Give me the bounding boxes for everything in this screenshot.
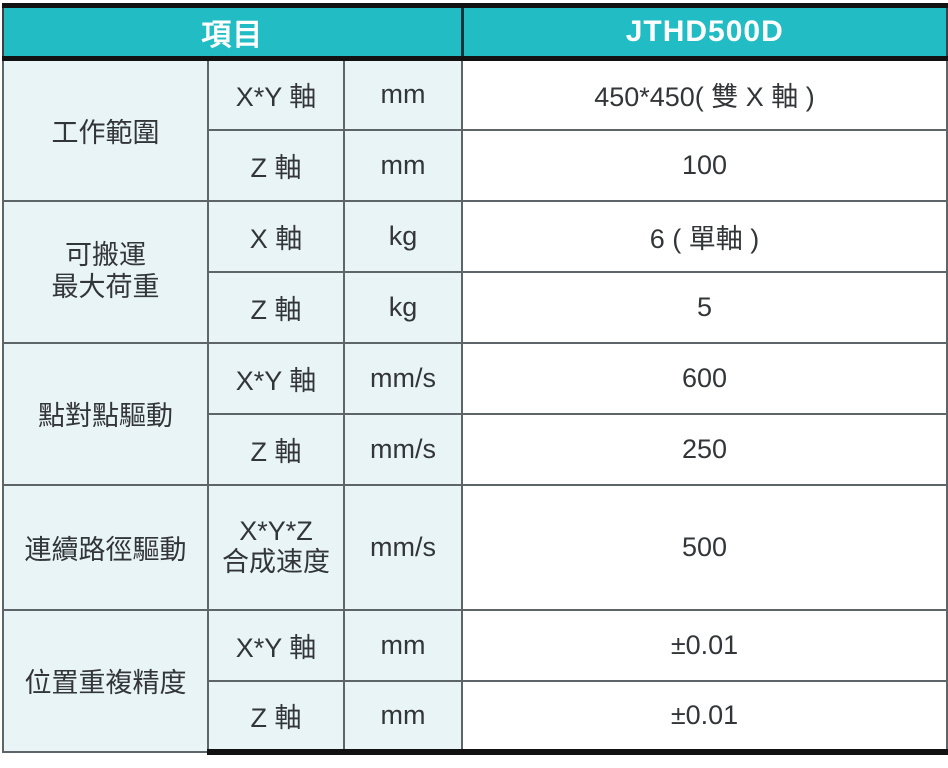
table-row: 工作範圍 X*Y 軸 mm 450*450( 雙 X 軸 ) [2, 57, 948, 202]
header-model-label: JTHD500D [460, 3, 947, 61]
group-label-repeatability: 位置重複精度 [2, 608, 209, 753]
table-row: 連續路徑驅動 X*Y*Z 合成速度 mm/s 500 [2, 483, 948, 611]
group-label-work-range: 工作範圍 [2, 57, 209, 202]
group-label-max-payload: 可搬運 最大荷重 [2, 199, 209, 344]
value-cell: ±0.01 [461, 679, 948, 755]
table-row: Z 軸 mm 100 [3, 128, 948, 202]
unit-cell: kg [343, 270, 463, 344]
table-header-row: 項目 JTHD500D [3, 3, 947, 61]
value-cell: 450*450( 雙 X 軸 ) [461, 57, 948, 131]
group-label-ptp-drive: 點對點驅動 [2, 341, 209, 486]
table-row: Z 軸 kg 5 [3, 270, 948, 344]
unit-cell: mm/s [343, 483, 463, 611]
unit-cell: mm [343, 608, 463, 682]
table-row: Z 軸 mm/s 250 [3, 412, 948, 486]
axis-cell: Z 軸 [207, 679, 345, 755]
value-cell: 600 [461, 341, 948, 415]
unit-cell: mm [343, 57, 463, 131]
value-cell: 100 [461, 128, 948, 202]
unit-cell: mm [343, 128, 463, 202]
table-row: 可搬運 最大荷重 X 軸 kg 6 ( 單軸 ) [2, 199, 948, 344]
header-item-label: 項目 [3, 3, 462, 61]
table-row: 位置重複精度 X*Y 軸 mm ±0.01 [2, 608, 948, 753]
value-cell: 500 [461, 483, 948, 611]
value-cell: 6 ( 單軸 ) [461, 199, 948, 273]
axis-cell: X*Y 軸 [207, 341, 345, 415]
axis-cell: X*Y 軸 [207, 57, 345, 131]
group-label-cp-drive: 連續路徑驅動 [2, 483, 209, 611]
value-cell: 5 [461, 270, 948, 344]
spec-table: 項目 JTHD500D 工作範圍 X*Y 軸 mm 450*450( 雙 X 軸… [2, 3, 948, 755]
value-cell: 250 [461, 412, 948, 486]
value-cell: ±0.01 [461, 608, 948, 682]
axis-cell: X 軸 [207, 199, 345, 273]
unit-cell: mm/s [343, 341, 463, 415]
axis-cell: X*Y 軸 [207, 608, 345, 682]
axis-cell: Z 軸 [207, 270, 345, 344]
axis-cell: Z 軸 [207, 128, 345, 202]
axis-cell: X*Y*Z 合成速度 [207, 483, 345, 611]
unit-cell: mm [343, 679, 463, 755]
table-row: Z 軸 mm ±0.01 [3, 679, 948, 755]
table-row: 點對點驅動 X*Y 軸 mm/s 600 [2, 341, 948, 486]
unit-cell: kg [343, 199, 463, 273]
unit-cell: mm/s [343, 412, 463, 486]
axis-cell: Z 軸 [207, 412, 345, 486]
